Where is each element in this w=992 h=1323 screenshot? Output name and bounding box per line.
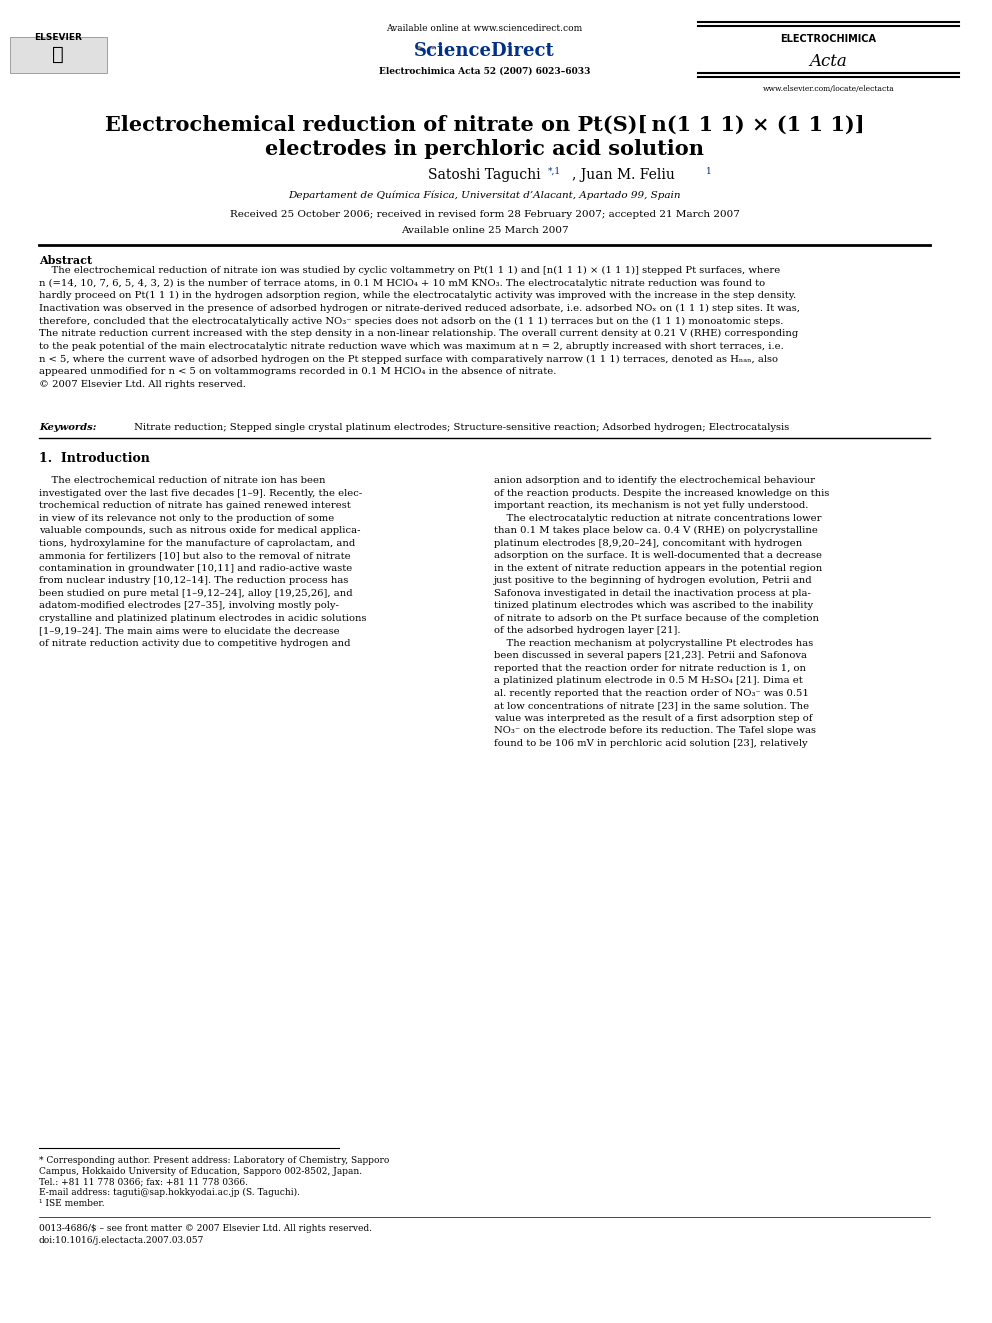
- Text: 1.  Introduction: 1. Introduction: [39, 452, 150, 466]
- Text: * Corresponding author. Present address: Laboratory of Chemistry, Sapporo: * Corresponding author. Present address:…: [39, 1156, 389, 1166]
- Text: Electrochemical reduction of nitrate on Pt(S)[ n(1 1 1) × (1 1 1)]: Electrochemical reduction of nitrate on …: [105, 115, 864, 135]
- Text: ¹ ISE member.: ¹ ISE member.: [39, 1199, 104, 1208]
- Text: electrodes in perchloric acid solution: electrodes in perchloric acid solution: [265, 139, 704, 159]
- Text: Satoshi Taguchi: Satoshi Taguchi: [429, 168, 541, 183]
- Bar: [10, 37, 106, 73]
- Text: ScienceDirect: ScienceDirect: [414, 42, 555, 61]
- Text: Received 25 October 2006; received in revised form 28 February 2007; accepted 21: Received 25 October 2006; received in re…: [229, 210, 739, 220]
- Text: The electrochemical reduction of nitrate ion was studied by cyclic voltammetry o: The electrochemical reduction of nitrate…: [39, 266, 800, 389]
- Text: *,1: *,1: [548, 167, 560, 176]
- Text: , Juan M. Feliu: , Juan M. Feliu: [571, 168, 675, 183]
- Text: Keywords:: Keywords:: [39, 423, 100, 433]
- Text: Abstract: Abstract: [39, 255, 92, 266]
- Text: Electrochimica Acta 52 (2007) 6023–6033: Electrochimica Acta 52 (2007) 6023–6033: [379, 66, 590, 75]
- Text: ELSEVIER: ELSEVIER: [34, 33, 82, 42]
- Text: Available online at www.sciencedirect.com: Available online at www.sciencedirect.co…: [387, 24, 582, 33]
- Text: Nitrate reduction; Stepped single crystal platinum electrodes; Structure-sensiti: Nitrate reduction; Stepped single crysta…: [131, 423, 789, 433]
- Text: Available online 25 March 2007: Available online 25 March 2007: [401, 226, 568, 235]
- Text: www.elsevier.com/locate/electacta: www.elsevier.com/locate/electacta: [763, 85, 895, 93]
- Text: 🌳: 🌳: [53, 45, 64, 64]
- Text: Campus, Hokkaido University of Education, Sapporo 002-8502, Japan.: Campus, Hokkaido University of Education…: [39, 1167, 362, 1176]
- Text: The electrochemical reduction of nitrate ion has been
investigated over the last: The electrochemical reduction of nitrate…: [39, 476, 366, 648]
- Text: doi:10.1016/j.electacta.2007.03.057: doi:10.1016/j.electacta.2007.03.057: [39, 1236, 204, 1245]
- Text: E-mail address: taguti@sap.hokkyodai.ac.jp (S. Taguchi).: E-mail address: taguti@sap.hokkyodai.ac.…: [39, 1188, 300, 1197]
- Text: Acta: Acta: [809, 53, 847, 70]
- Text: anion adsorption and to identify the electrochemical behaviour
of the reaction p: anion adsorption and to identify the ele…: [494, 476, 829, 747]
- Text: 1: 1: [705, 167, 711, 176]
- Text: Departament de Química Física, Universitat d’Alacant, Apartado 99, Spain: Departament de Química Física, Universit…: [289, 191, 681, 200]
- Text: Tel.: +81 11 778 0366; fax: +81 11 778 0366.: Tel.: +81 11 778 0366; fax: +81 11 778 0…: [39, 1177, 248, 1187]
- Text: •  •: • •: [417, 44, 436, 54]
- Text: 0013-4686/$ – see front matter © 2007 Elsevier Ltd. All rights reserved.: 0013-4686/$ – see front matter © 2007 El…: [39, 1224, 372, 1233]
- Text: ELECTROCHIMICA: ELECTROCHIMICA: [781, 34, 877, 45]
